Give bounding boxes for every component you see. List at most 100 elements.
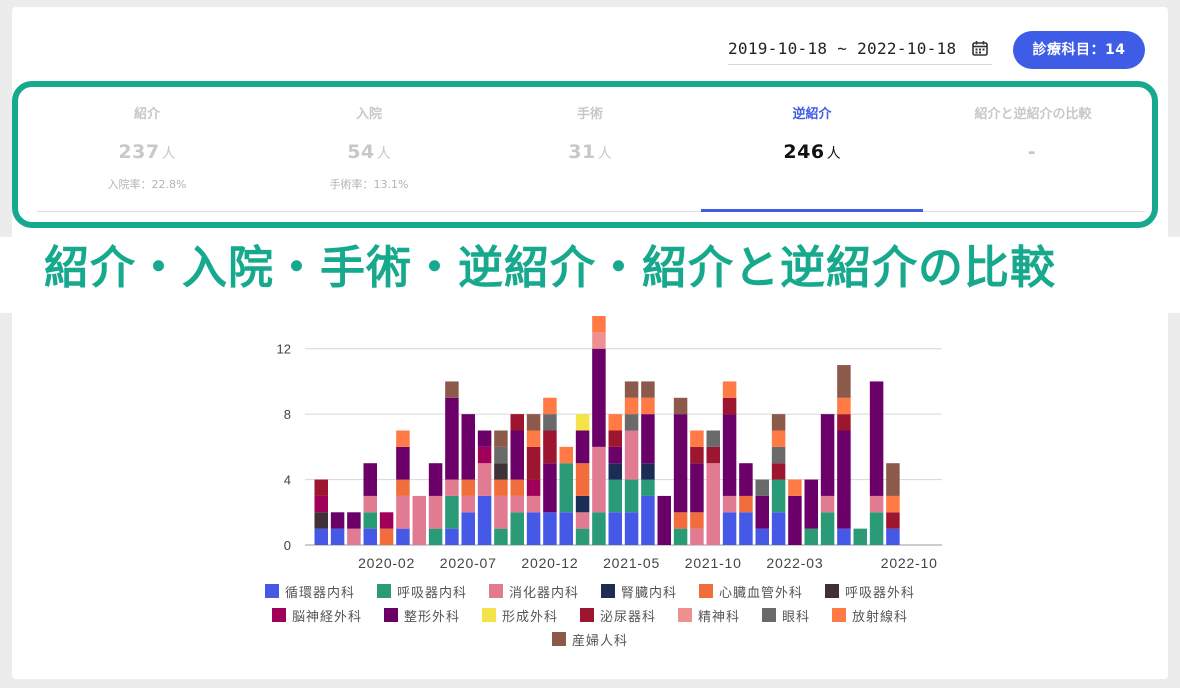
bar-segment — [608, 446, 622, 464]
bar-segment — [722, 381, 737, 398]
tab-2[interactable]: 手術 31 人 — [479, 100, 701, 212]
bar-segment — [788, 479, 802, 496]
x-tick-label: 2020-07 — [440, 555, 497, 571]
bar-segment — [543, 512, 557, 545]
legend-swatch — [383, 608, 398, 622]
bar-segment — [673, 397, 688, 415]
legend-item[interactable]: 眼科 — [762, 606, 810, 625]
bar-segment — [641, 495, 655, 545]
legend-item[interactable]: 整形外科 — [383, 606, 460, 625]
tab-1[interactable]: 入院 54 人手術率：13.1% — [258, 100, 480, 212]
calendar-icon[interactable] — [972, 40, 988, 56]
tab-divider — [37, 211, 1145, 212]
tab-0[interactable]: 紹介 237 人入院率：22.8% — [36, 100, 258, 212]
bar-segment — [673, 512, 688, 529]
bar-segment — [314, 528, 328, 545]
tab-value-number: 31 — [568, 141, 596, 163]
bar-segment — [624, 381, 639, 398]
bar-segment — [657, 495, 671, 545]
legend-label: 呼吸器内科 — [396, 585, 467, 601]
bar-segment — [575, 463, 590, 496]
tab-label: 紹介と逆紹介の比較 — [974, 107, 1092, 122]
bar-segment — [379, 512, 394, 529]
tab-label: 入院 — [355, 107, 382, 122]
bar-segment — [396, 495, 410, 529]
legend-item[interactable]: 泌尿器科 — [579, 606, 656, 625]
bar-segment — [608, 463, 622, 480]
report-card — [12, 7, 1168, 679]
bar-segment — [690, 446, 704, 464]
bar-segment — [543, 430, 557, 464]
x-tick-label: 2022-03 — [766, 555, 823, 571]
legend-item[interactable]: 産婦人科 — [551, 630, 628, 649]
tab-value-unit: 人 — [597, 146, 612, 162]
bar-segment — [608, 479, 622, 513]
y-tick-label: 0 — [284, 538, 291, 553]
bar-segment — [690, 430, 704, 447]
legend-item[interactable]: 消化器内科 — [488, 582, 579, 601]
bar-segment — [575, 528, 590, 545]
bar-segment — [396, 479, 410, 496]
bar-segment — [788, 495, 802, 545]
bar-segment — [461, 414, 475, 480]
bar-segment — [608, 512, 622, 545]
legend-item[interactable]: 形成外科 — [481, 606, 558, 625]
bar-segment — [739, 512, 753, 545]
department-filter-button[interactable]: 診療科目：14 — [1013, 31, 1145, 69]
bar-segment — [641, 381, 655, 398]
tab-value-unit: 人 — [376, 146, 391, 162]
legend-item[interactable]: 腎臓内科 — [601, 582, 677, 601]
active-tab-indicator — [701, 209, 923, 212]
bar-segment — [510, 430, 524, 480]
bar-segment — [559, 463, 573, 513]
legend-label: 循環器内科 — [284, 585, 355, 601]
bar-segment — [804, 528, 818, 545]
legend-label: 呼吸器外科 — [845, 585, 916, 601]
bar-segment — [706, 446, 720, 464]
bar-segment — [853, 528, 867, 545]
legend-item[interactable]: 精神科 — [678, 606, 740, 625]
legend-item[interactable]: 心臓血管外科 — [699, 582, 804, 601]
bar-segment — [739, 463, 753, 496]
date-range-text: 2019-10-18 ~ 2022-10-18 — [728, 39, 957, 58]
bar-segment — [379, 528, 394, 545]
bar-segment — [886, 495, 900, 513]
bar-segment — [526, 495, 541, 513]
bar-segment — [820, 495, 835, 513]
legend-item[interactable]: 呼吸器外科 — [825, 582, 916, 601]
date-range-picker[interactable]: 2019-10-18 ~ 2022-10-18 — [728, 38, 992, 65]
bar-segment — [722, 414, 737, 496]
legend-swatch — [601, 584, 615, 598]
tab-value: 246 人 — [701, 138, 923, 166]
bar-segment — [592, 316, 606, 333]
bar-segment — [330, 528, 345, 545]
tab-3[interactable]: 逆紹介 246 人 — [701, 100, 923, 212]
legend-item[interactable]: 放射線科 — [832, 606, 908, 625]
legend-label: 形成外科 — [501, 609, 558, 625]
bar-segment — [445, 479, 459, 496]
tab-value-number: 246 — [783, 141, 825, 163]
bar-segment — [690, 528, 704, 545]
bar-segment — [445, 397, 459, 480]
bar-segment — [526, 512, 541, 545]
legend-item[interactable]: 脳神経外科 — [271, 606, 362, 625]
legend-swatch — [825, 584, 840, 598]
tab-4[interactable]: 紹介と逆紹介の比較 - — [922, 100, 1144, 212]
bar-segment — [608, 430, 622, 447]
x-tick-label: 2022-10 — [881, 555, 938, 571]
legend-label: 消化器内科 — [508, 585, 579, 601]
legend-item[interactable]: 循環器内科 — [264, 582, 355, 601]
bar-segment — [477, 430, 492, 447]
bar-segment — [592, 332, 606, 349]
bar-segment — [396, 528, 410, 545]
legend-item[interactable]: 呼吸器内科 — [376, 582, 467, 601]
bar-segment — [690, 512, 704, 529]
bar-segment — [886, 463, 900, 496]
bar-segment — [543, 414, 557, 431]
overlay-caption: 紹介・入院・手術・逆紹介・紹介と逆紹介の比較 — [0, 237, 1180, 313]
bar-segment — [494, 479, 508, 496]
legend-label: 心臓血管外科 — [719, 585, 804, 601]
bar-segment — [412, 495, 426, 545]
bar-segment — [559, 446, 573, 464]
